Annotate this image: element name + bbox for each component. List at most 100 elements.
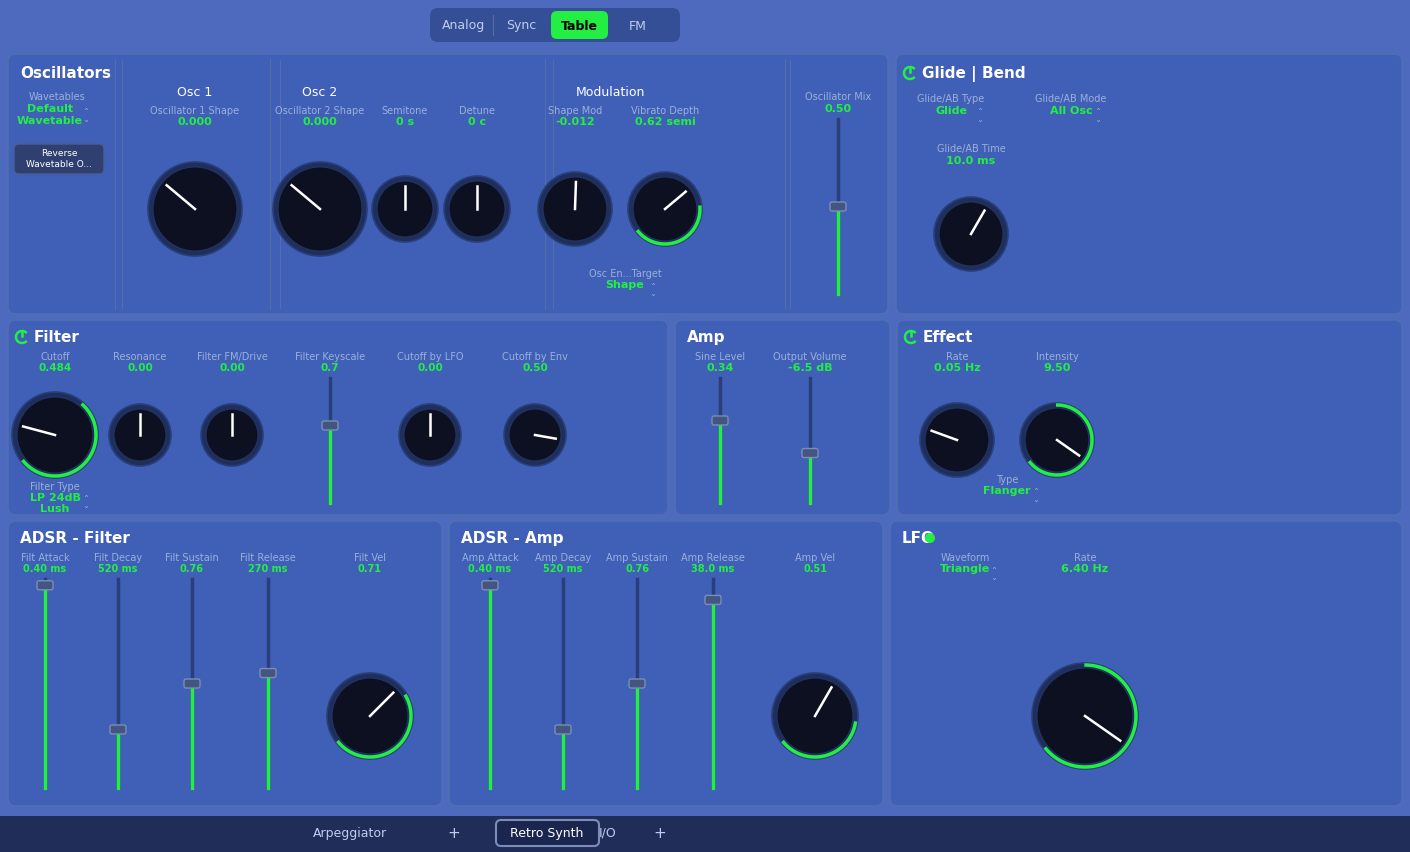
- Text: ⌄: ⌄: [1094, 114, 1101, 124]
- Text: Glide/AB Time: Glide/AB Time: [936, 144, 1005, 154]
- Text: 0.484: 0.484: [38, 363, 72, 373]
- Circle shape: [405, 409, 455, 461]
- Circle shape: [509, 409, 561, 461]
- Text: Amp Attack: Amp Attack: [461, 553, 519, 563]
- Text: 0 s: 0 s: [396, 117, 415, 127]
- Text: ⌄: ⌄: [976, 114, 983, 124]
- Circle shape: [543, 177, 606, 241]
- Text: 6.40 Hz: 6.40 Hz: [1062, 564, 1108, 574]
- Text: 0.00: 0.00: [219, 363, 245, 373]
- Circle shape: [17, 397, 93, 473]
- Text: ⌄: ⌄: [1032, 494, 1039, 504]
- Text: Waveform: Waveform: [940, 553, 990, 563]
- FancyBboxPatch shape: [14, 144, 104, 174]
- Text: Amp Vel: Amp Vel: [795, 553, 835, 563]
- Text: Shape: Shape: [606, 280, 644, 290]
- Text: FM: FM: [629, 20, 646, 32]
- Circle shape: [1036, 668, 1134, 764]
- FancyBboxPatch shape: [551, 11, 608, 39]
- Text: 0.05 Hz: 0.05 Hz: [933, 363, 980, 373]
- FancyBboxPatch shape: [0, 0, 1410, 50]
- Text: Oscillators: Oscillators: [20, 66, 111, 81]
- Text: 0.7: 0.7: [320, 363, 340, 373]
- Text: 0.76: 0.76: [625, 564, 649, 574]
- Circle shape: [206, 409, 258, 461]
- Circle shape: [399, 404, 461, 466]
- Text: 270 ms: 270 ms: [248, 564, 288, 574]
- Text: ⌃: ⌃: [649, 283, 656, 291]
- Text: Sine Level: Sine Level: [695, 352, 744, 362]
- FancyBboxPatch shape: [183, 679, 200, 688]
- Circle shape: [148, 162, 243, 256]
- Text: Filter FM/Drive: Filter FM/Drive: [196, 352, 268, 362]
- Circle shape: [444, 176, 510, 242]
- Text: 0.62 semi: 0.62 semi: [634, 117, 695, 127]
- Text: Osc 2: Osc 2: [302, 86, 337, 99]
- Text: Cutoff: Cutoff: [41, 352, 69, 362]
- FancyBboxPatch shape: [496, 820, 599, 846]
- Text: 0.000: 0.000: [303, 117, 337, 127]
- FancyBboxPatch shape: [890, 521, 1402, 806]
- Text: Oscillator 1 Shape: Oscillator 1 Shape: [151, 106, 240, 116]
- FancyBboxPatch shape: [802, 448, 818, 458]
- Circle shape: [114, 409, 166, 461]
- FancyBboxPatch shape: [705, 596, 721, 604]
- Text: -0.012: -0.012: [556, 117, 595, 127]
- Text: Amp: Amp: [687, 330, 726, 345]
- Text: +: +: [447, 826, 461, 841]
- Text: Glide: Glide: [935, 106, 967, 116]
- Text: LFO: LFO: [902, 531, 935, 546]
- FancyBboxPatch shape: [0, 816, 1410, 852]
- Text: 520 ms: 520 ms: [543, 564, 582, 574]
- Circle shape: [372, 176, 439, 242]
- Circle shape: [376, 181, 433, 237]
- Text: Type: Type: [995, 475, 1018, 485]
- Text: Filt Release: Filt Release: [240, 553, 296, 563]
- Circle shape: [919, 403, 994, 477]
- Text: ⌄: ⌄: [990, 573, 997, 583]
- Text: 0 c: 0 c: [468, 117, 486, 127]
- Circle shape: [202, 404, 264, 466]
- FancyBboxPatch shape: [8, 54, 888, 314]
- Circle shape: [331, 678, 407, 754]
- Circle shape: [109, 404, 171, 466]
- FancyBboxPatch shape: [430, 8, 680, 42]
- Text: Shape Mod: Shape Mod: [548, 106, 602, 116]
- Circle shape: [939, 202, 1003, 266]
- Text: ⌄: ⌄: [82, 114, 89, 124]
- Circle shape: [777, 678, 853, 754]
- Text: ADSR - Amp: ADSR - Amp: [461, 531, 564, 546]
- Text: Cutoff by LFO: Cutoff by LFO: [396, 352, 464, 362]
- Text: Flanger: Flanger: [983, 486, 1031, 496]
- Circle shape: [13, 392, 99, 478]
- Text: All Osc: All Osc: [1049, 106, 1093, 116]
- Text: Detune: Detune: [460, 106, 495, 116]
- Text: 0.76: 0.76: [180, 564, 204, 574]
- Circle shape: [1019, 403, 1094, 477]
- FancyBboxPatch shape: [675, 320, 890, 515]
- Text: 0.00: 0.00: [417, 363, 443, 373]
- Text: 0.71: 0.71: [358, 564, 382, 574]
- Text: Glide/AB Mode: Glide/AB Mode: [1035, 94, 1107, 104]
- Circle shape: [154, 167, 237, 251]
- Text: 10.0 ms: 10.0 ms: [946, 156, 995, 166]
- Circle shape: [1032, 663, 1138, 769]
- Text: ⌄: ⌄: [649, 290, 656, 298]
- Text: Wavetables: Wavetables: [28, 92, 86, 102]
- Circle shape: [1025, 408, 1089, 472]
- Text: Wavetable: Wavetable: [17, 116, 83, 126]
- Text: ⌃: ⌃: [82, 494, 89, 504]
- Text: Filt Attack: Filt Attack: [21, 553, 69, 563]
- Text: Effect: Effect: [924, 330, 973, 345]
- Text: Table: Table: [561, 20, 598, 32]
- Circle shape: [448, 181, 505, 237]
- Circle shape: [627, 172, 702, 246]
- Circle shape: [925, 533, 935, 543]
- Text: 0.40 ms: 0.40 ms: [24, 564, 66, 574]
- Text: 0.40 ms: 0.40 ms: [468, 564, 512, 574]
- FancyBboxPatch shape: [830, 202, 846, 211]
- FancyBboxPatch shape: [448, 521, 883, 806]
- Text: 0.50: 0.50: [825, 104, 852, 114]
- Text: Output Volume: Output Volume: [773, 352, 847, 362]
- Text: Osc 1: Osc 1: [178, 86, 213, 99]
